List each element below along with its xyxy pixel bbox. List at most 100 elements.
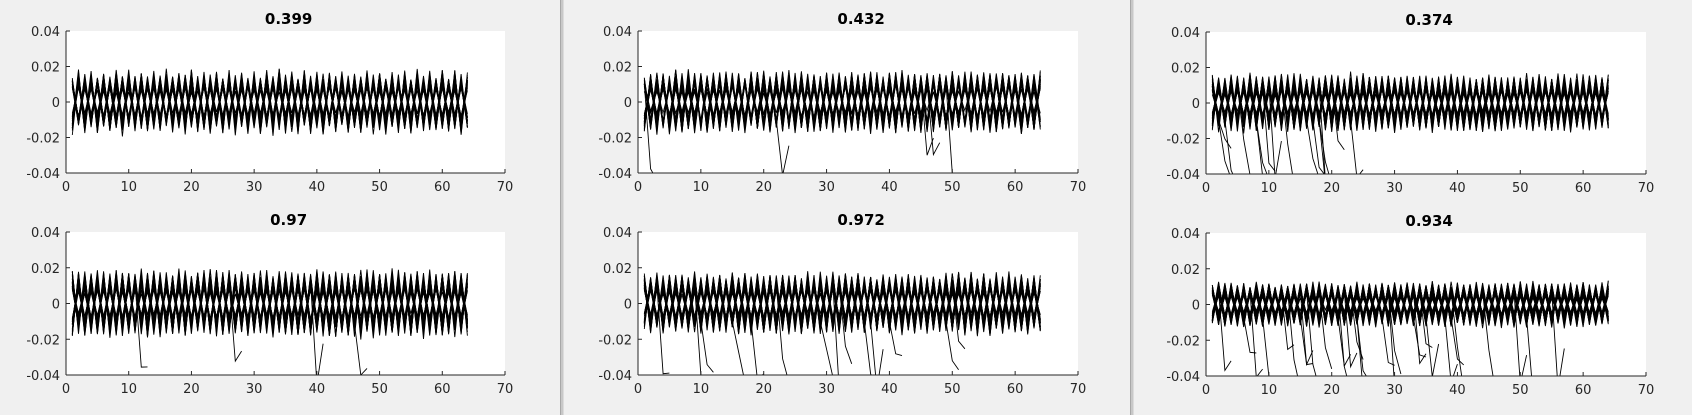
x-tick-label: 50 bbox=[371, 180, 388, 195]
y-tick-label: 0.04 bbox=[603, 25, 632, 40]
x-tick-label: 20 bbox=[755, 180, 772, 195]
window-divider[interactable] bbox=[560, 0, 564, 415]
trace-group bbox=[71, 268, 468, 375]
y-tick-label: -0.02 bbox=[1166, 133, 1200, 148]
x-tick-label: 70 bbox=[497, 180, 514, 195]
x-tick-label: 0 bbox=[1202, 181, 1210, 196]
y-tick-label: 0.04 bbox=[31, 25, 60, 40]
x-tick-label: 20 bbox=[183, 382, 200, 397]
outlier-trace bbox=[939, 285, 959, 371]
outlier-trace bbox=[310, 283, 324, 375]
trace-group bbox=[643, 69, 1041, 173]
x-tick-label: 40 bbox=[881, 382, 898, 397]
trace-line bbox=[71, 274, 468, 336]
y-tick-label: 0 bbox=[1192, 97, 1200, 112]
x-tick-label: 50 bbox=[1512, 383, 1529, 398]
outlier-trace bbox=[216, 283, 242, 363]
x-tick-label: 30 bbox=[246, 180, 263, 195]
y-tick-label: 0.04 bbox=[1171, 26, 1200, 41]
outlier-trace bbox=[932, 83, 953, 173]
outlier-trace bbox=[643, 285, 670, 375]
x-tick-label: 50 bbox=[1512, 181, 1529, 196]
y-tick-label: 0.02 bbox=[1171, 263, 1200, 278]
y-tick-label: 0.04 bbox=[603, 226, 632, 241]
outlier-trace bbox=[1538, 291, 1565, 376]
figure-1-canvas: 0 10 20 30 40 50 60 700.040.020-0.02-0.040.3990… bbox=[26, 10, 513, 397]
y-tick-label: -0.02 bbox=[26, 333, 60, 348]
y-tick-label: 0.02 bbox=[31, 262, 60, 277]
outlier-trace bbox=[914, 83, 941, 157]
outlier-trace bbox=[1236, 85, 1251, 174]
x-tick-label: 10 bbox=[120, 180, 137, 195]
outlier-trace bbox=[1337, 291, 1363, 376]
outlier-trace bbox=[1268, 291, 1295, 351]
outlier-trace bbox=[681, 285, 702, 375]
figure-window-2: 0 10 20 30 40 50 60 70 0.04 0.02 0 -0.02 -0.04 0.432 0… bbox=[564, 0, 1130, 415]
x-tick-label: 50 bbox=[944, 382, 961, 397]
subplot-1-2: 0 10 20 30 40 50 60 70 0.04 0.02 0 -0.02 -0.04 0.97 bbox=[26, 211, 513, 397]
x-tick-label: 20 bbox=[755, 382, 772, 397]
y-tick-label: -0.02 bbox=[1166, 334, 1200, 349]
trace-group bbox=[71, 68, 468, 137]
y-tick-label: 0 bbox=[52, 96, 60, 111]
x-tick-label: 10 bbox=[1261, 383, 1278, 398]
outlier-trace bbox=[1406, 291, 1427, 358]
outlier-trace bbox=[1513, 291, 1528, 376]
outlier-trace bbox=[1280, 85, 1293, 174]
y-tick-label: 0 bbox=[1192, 299, 1200, 314]
window-divider[interactable] bbox=[1130, 0, 1134, 415]
subplot-title: 0.374 bbox=[1405, 11, 1452, 29]
subplot-title: 0.97 bbox=[270, 211, 307, 229]
y-tick-label: 0.04 bbox=[1171, 227, 1200, 242]
outlier-trace bbox=[694, 285, 714, 373]
outlier-trace bbox=[1419, 291, 1440, 376]
outlier-trace bbox=[863, 285, 884, 375]
subplot-1-1: 0 10 20 30 40 50 60 70 0.04 0.02 0 -0.02 -0.04 0.399 bbox=[26, 10, 513, 195]
x-tick-label: 60 bbox=[1575, 383, 1592, 398]
outlier-trace bbox=[1218, 85, 1234, 174]
y-tick-label: -0.02 bbox=[26, 132, 60, 147]
outlier-trace bbox=[1431, 291, 1465, 366]
y-tick-label: -0.02 bbox=[598, 132, 632, 147]
outlier-trace bbox=[1224, 291, 1257, 354]
y-tick-label: 0.02 bbox=[603, 61, 632, 76]
y-tick-label: 0 bbox=[52, 298, 60, 313]
outlier-trace bbox=[1519, 291, 1532, 376]
outlier-trace bbox=[1350, 291, 1364, 360]
y-tick-label: 0.02 bbox=[1171, 62, 1200, 77]
y-tick-label: -0.04 bbox=[598, 369, 632, 384]
x-tick-label: 50 bbox=[944, 180, 961, 195]
x-tick-label: 20 bbox=[183, 180, 200, 195]
outlier-trace bbox=[1262, 85, 1276, 172]
x-tick-label: 10 bbox=[693, 180, 710, 195]
x-tick-label: 30 bbox=[246, 382, 263, 397]
trace-line bbox=[71, 80, 468, 123]
x-tick-label: 60 bbox=[1575, 181, 1592, 196]
y-tick-label: -0.04 bbox=[26, 369, 60, 384]
x-tick-label: 60 bbox=[434, 180, 451, 195]
outlier-trace bbox=[951, 285, 966, 350]
outlier-trace bbox=[1293, 85, 1325, 174]
x-tick-label: 10 bbox=[1261, 181, 1278, 196]
trace-line bbox=[643, 276, 1041, 331]
x-tick-label: 70 bbox=[1638, 383, 1655, 398]
trace-line bbox=[1211, 74, 1609, 132]
outlier-trace bbox=[882, 285, 903, 357]
x-tick-label: 60 bbox=[434, 382, 451, 397]
y-tick-label: 0.02 bbox=[603, 262, 632, 277]
outlier-trace bbox=[1211, 85, 1232, 149]
x-tick-label: 30 bbox=[1386, 181, 1403, 196]
outlier-trace bbox=[769, 83, 790, 173]
subplot-3-2: 0 10 20 30 40 50 60 70 0.04 0.02 0 -0.02 -0.04 0.934 bbox=[1166, 212, 1654, 398]
subplot-2-1: 0 10 20 30 40 50 60 70 0.04 0.02 0 -0.02 -0.04 0.432 bbox=[598, 10, 1086, 195]
x-tick-label: 30 bbox=[818, 382, 835, 397]
x-tick-label: 70 bbox=[1070, 382, 1087, 397]
x-tick-label: 40 bbox=[1449, 383, 1466, 398]
outlier-trace bbox=[1243, 291, 1270, 376]
outlier-trace bbox=[813, 285, 833, 375]
outlier-trace bbox=[1318, 85, 1345, 151]
trace-group bbox=[1211, 280, 1609, 376]
x-tick-label: 70 bbox=[1638, 181, 1655, 196]
x-tick-label: 30 bbox=[818, 180, 835, 195]
y-tick-label: 0 bbox=[624, 298, 632, 313]
